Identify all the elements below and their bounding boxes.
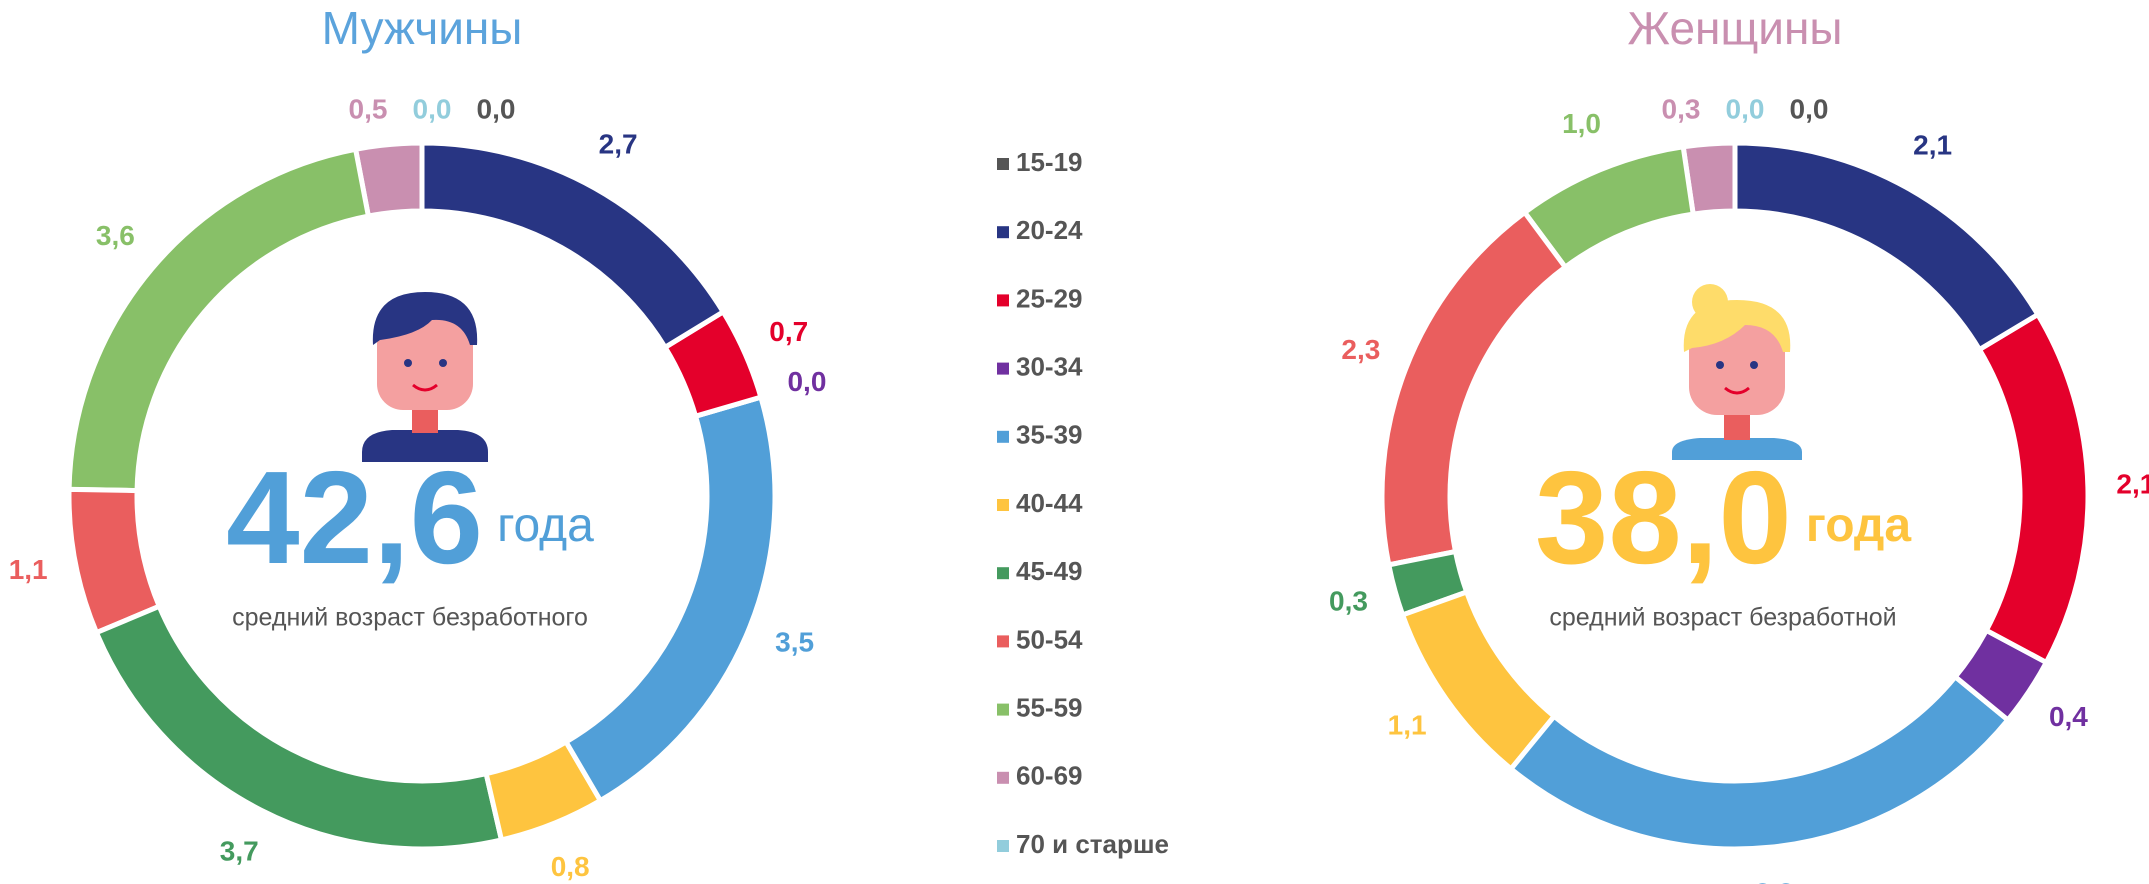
data-label: 2,1 (2116, 469, 2149, 500)
center-number: 42,6 (226, 444, 483, 591)
legend-swatch (997, 840, 1009, 852)
legend-swatch (997, 703, 1009, 716)
legend-label: 20-24 (1016, 215, 1083, 245)
legend-swatch (997, 499, 1009, 511)
legend-swatch (997, 771, 1009, 784)
data-label: 0,3 (1662, 93, 1701, 124)
center-value: 42,6 года (226, 444, 594, 591)
chart-title: Женщины (1628, 2, 1843, 54)
data-label: 3,6 (96, 220, 135, 251)
legend-label: 70 и старше (1016, 829, 1169, 859)
donut-segment (562, 394, 778, 805)
donut-segment (1976, 311, 2091, 666)
center-caption: средний возраст безработной (1549, 604, 1896, 632)
legend-swatch (997, 226, 1009, 239)
legend-swatch (997, 635, 1009, 648)
data-label: 1,0 (1562, 108, 1601, 139)
legend-swatch (997, 362, 1009, 375)
donut-segment (66, 486, 163, 636)
donut-segment (1732, 140, 2042, 353)
center-unit: года (497, 499, 594, 552)
legend-label: 35-39 (1016, 420, 1083, 450)
donut-segment (1379, 208, 1569, 568)
legend-label: 60-69 (1016, 761, 1083, 791)
center-number: 38,0 (1535, 444, 1792, 591)
legend-swatch (997, 294, 1009, 307)
data-label: 1,1 (1388, 709, 1427, 740)
data-label: 0,4 (2049, 701, 2088, 732)
legend-label: 45-49 (1016, 556, 1083, 586)
donut-segment (483, 738, 604, 843)
center-caption: средний возраст безработного (232, 604, 588, 632)
data-label: 0,0 (1726, 93, 1765, 124)
donut-segment (1507, 673, 2012, 852)
data-label: 1,1 (9, 554, 48, 585)
donut-segment (66, 146, 372, 494)
donut-segment (93, 603, 505, 852)
legend-label: 40-44 (1016, 488, 1083, 518)
donut-segment (1385, 548, 1470, 619)
data-label: 3,7 (220, 835, 259, 866)
data-label: 0,0 (477, 93, 516, 124)
legend-label: 55-59 (1016, 692, 1083, 722)
data-label: 0,0 (413, 93, 452, 124)
donut-segment (1521, 143, 1697, 271)
data-label: 3,5 (775, 627, 814, 658)
center-unit: года (1806, 499, 1912, 552)
legend-label: 50-54 (1016, 624, 1083, 654)
data-label: 0,8 (551, 851, 590, 882)
donut-segment (1399, 588, 1558, 773)
data-label: 0,0 (787, 366, 826, 397)
data-label: 0,3 (1329, 585, 1368, 616)
legend-label: 25-29 (1016, 283, 1083, 313)
donut-segment (419, 140, 727, 351)
legend-label: 30-34 (1016, 351, 1083, 381)
data-label: 2,1 (1913, 129, 1952, 160)
data-label: 3,2 (1755, 877, 1794, 884)
data-label: 0,5 (349, 93, 388, 124)
center-value: 38,0 года (1535, 444, 1911, 591)
female-icon (1672, 284, 1802, 460)
data-label: 2,3 (1341, 334, 1380, 365)
legend-swatch (997, 430, 1009, 443)
data-label: 2,7 (599, 129, 638, 160)
legend-swatch (997, 158, 1009, 170)
data-label: 0,0 (1790, 93, 1829, 124)
data-label: 0,7 (769, 316, 808, 347)
chart-title: Мужчины (322, 2, 523, 54)
donut-segment (661, 308, 764, 420)
legend-label: 15-19 (1016, 147, 1083, 177)
male-icon (362, 292, 488, 462)
legend-swatch (997, 567, 1009, 580)
